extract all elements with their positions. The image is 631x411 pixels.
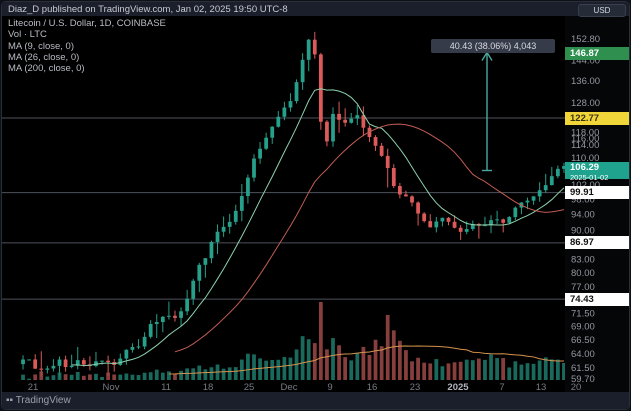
svg-text:64.00: 64.00 xyxy=(571,349,595,360)
svg-text:136.00: 136.00 xyxy=(571,76,600,87)
svg-text:77.00: 77.00 xyxy=(571,282,595,293)
svg-text:128.00: 128.00 xyxy=(571,98,600,109)
svg-text:90.00: 90.00 xyxy=(571,225,595,236)
svg-text:152.80: 152.80 xyxy=(571,34,600,45)
svg-text:83.00: 83.00 xyxy=(571,255,595,266)
svg-text:114.00: 114.00 xyxy=(571,140,599,151)
svg-text:69.00: 69.00 xyxy=(571,322,595,333)
svg-text:71.50: 71.50 xyxy=(571,309,595,320)
svg-text:94.00: 94.00 xyxy=(571,210,595,221)
svg-text:61.50: 61.50 xyxy=(571,363,595,374)
svg-text:66.50: 66.50 xyxy=(571,335,595,346)
svg-text:80.00: 80.00 xyxy=(571,268,595,279)
